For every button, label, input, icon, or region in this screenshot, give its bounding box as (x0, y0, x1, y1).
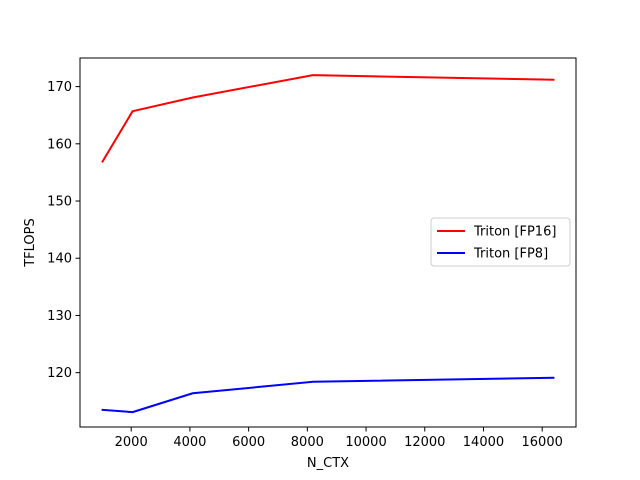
plot-frame (79, 57, 577, 428)
y-tick-label: 170 (47, 80, 72, 95)
legend-label-1: Triton [FP8] (473, 247, 548, 262)
x-tick-label: 8000 (291, 435, 324, 450)
y-tick-label: 140 (47, 252, 72, 267)
x-tick-label: 4000 (173, 435, 206, 450)
legend-label-0: Triton [FP16] (473, 225, 556, 240)
x-tick-label: 10000 (345, 435, 386, 450)
y-axis-ticks: 120 130 140 150 160 170 (47, 80, 80, 381)
y-tick-label: 150 (47, 195, 72, 210)
x-tick-label: 2000 (115, 435, 148, 450)
y-axis-label: TFLOPS (23, 218, 38, 268)
x-tick-label: 12000 (404, 435, 445, 450)
x-tick-label: 16000 (522, 435, 563, 450)
series-line-1 (101, 376, 555, 414)
series-line-0 (101, 74, 555, 163)
y-tick-label: 130 (47, 309, 72, 324)
legend: Triton [FP16] Triton [FP8] (430, 217, 571, 267)
x-axis-ticks: 2000 4000 6000 8000 10000 12000 14000 16000 (115, 427, 563, 450)
y-tick-label: 120 (47, 366, 72, 381)
x-axis-label: N_CTX (307, 456, 349, 471)
legend-box (430, 217, 571, 267)
x-tick-label: 6000 (232, 435, 265, 450)
y-tick-label: 160 (47, 137, 72, 152)
series-layer (101, 74, 555, 414)
x-tick-label: 14000 (463, 435, 504, 450)
